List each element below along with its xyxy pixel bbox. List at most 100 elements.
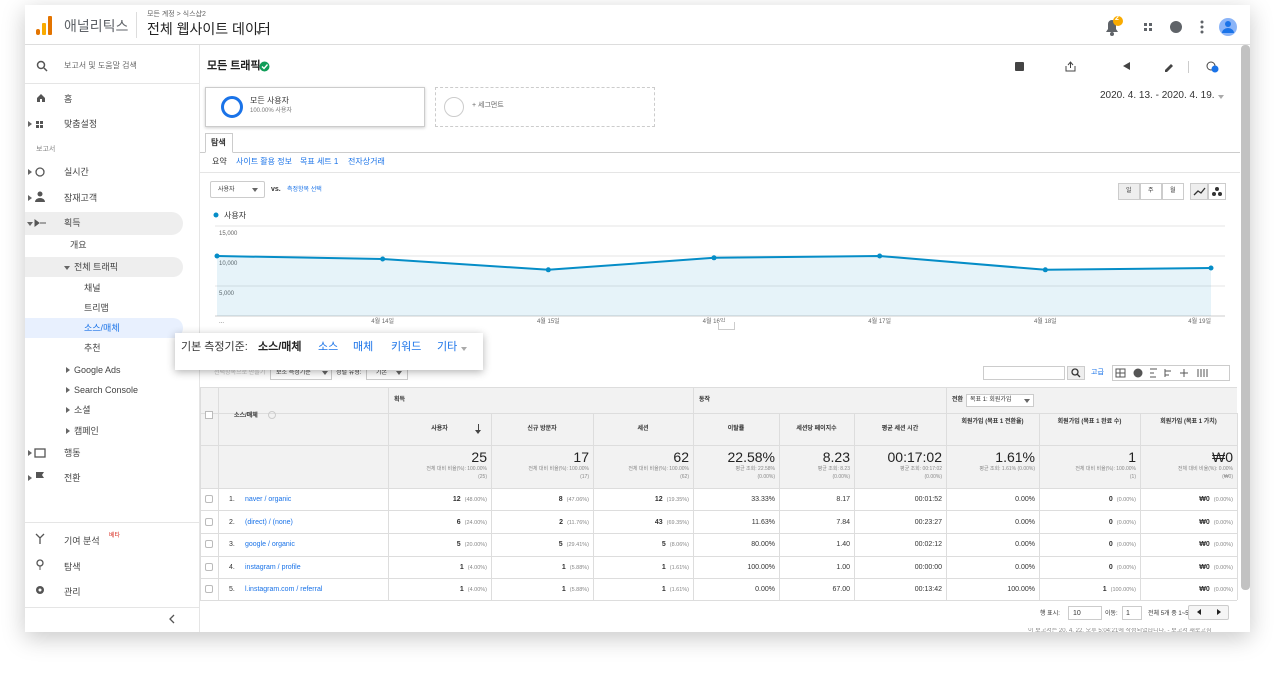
prev-next[interactable] bbox=[1188, 605, 1229, 620]
total-value: 62 bbox=[673, 449, 689, 465]
total-note: 전체 대비 비율(%): 100.00% bbox=[628, 466, 689, 472]
metric-add[interactable]: 측정항목 선택 bbox=[287, 187, 322, 193]
page-input[interactable]: 1 bbox=[1122, 606, 1142, 620]
cell-value: 0.00% bbox=[1015, 563, 1035, 571]
header-checkbox[interactable] bbox=[205, 411, 213, 419]
column-header[interactable]: 세션 bbox=[637, 426, 649, 432]
nav-item[interactable]: 획득 bbox=[64, 218, 81, 228]
period-button[interactable] bbox=[1118, 183, 1140, 200]
create-button[interactable]: 선택항목으로 만들기 bbox=[214, 370, 266, 376]
row-source[interactable]: google / organic bbox=[245, 541, 295, 548]
column-header[interactable]: 이탈률 bbox=[727, 426, 745, 432]
row-checkbox[interactable] bbox=[205, 585, 213, 593]
table-search[interactable] bbox=[983, 366, 1065, 380]
add-segment-ring bbox=[444, 97, 464, 117]
advanced-link[interactable]: 고급 bbox=[1091, 369, 1104, 376]
nav-item[interactable]: 추천 bbox=[84, 343, 101, 353]
metric-select[interactable] bbox=[210, 181, 265, 198]
expand-arrow bbox=[28, 121, 32, 127]
search-button[interactable] bbox=[1067, 366, 1085, 380]
nav-item[interactable]: Search Console bbox=[74, 385, 139, 395]
popup-option[interactable]: 매체 bbox=[353, 341, 374, 353]
nav-item[interactable]: 맞춤설정 bbox=[64, 119, 98, 129]
collapse-arrow bbox=[64, 266, 70, 270]
nav-item[interactable]: 트리맵 bbox=[84, 303, 109, 313]
collapse-sidebar[interactable] bbox=[168, 614, 176, 624]
nav-item[interactable]: 캠페인 bbox=[74, 426, 99, 436]
column-header[interactable]: 평균 세션 시간 bbox=[881, 426, 919, 432]
subtab[interactable]: 전자상거래 bbox=[348, 157, 385, 166]
row-source[interactable]: (direct) / (none) bbox=[245, 518, 293, 526]
subtab[interactable]: 요약 bbox=[212, 157, 227, 166]
add-segment[interactable]: + 세그먼트 bbox=[472, 102, 504, 109]
column-header[interactable]: 소스/매체 bbox=[234, 413, 258, 419]
date-range[interactable]: 2020. 4. 13. - 2020. 4. 19. bbox=[1100, 90, 1215, 101]
period-button[interactable] bbox=[1140, 183, 1162, 200]
nav-item[interactable]: 개요 bbox=[70, 240, 87, 250]
nav-item[interactable]: 탐색 bbox=[64, 562, 81, 572]
chart-handle[interactable] bbox=[718, 322, 735, 330]
header-bar bbox=[25, 5, 1250, 45]
add-segment-card[interactable] bbox=[435, 87, 655, 127]
row-checkbox[interactable] bbox=[205, 517, 213, 526]
cell-value: 80.00% bbox=[751, 541, 775, 548]
nav-item[interactable]: 전체 트래픽 bbox=[74, 262, 118, 272]
view-name[interactable]: 전체 웹사이트 데이터 bbox=[147, 21, 271, 37]
secondary-label: 보조 측정기준 bbox=[276, 370, 311, 376]
table-line bbox=[593, 413, 594, 600]
cell-pct: (4.00%) bbox=[467, 587, 487, 593]
subtab[interactable]: 사이트 활용 정보 bbox=[236, 157, 292, 166]
nav-item[interactable]: 소셜 bbox=[74, 405, 91, 415]
cell-value: 0 bbox=[1108, 541, 1113, 548]
subtab[interactable]: 목표 세트 1 bbox=[300, 157, 339, 166]
nav-item[interactable]: 실시간 bbox=[64, 167, 89, 177]
nav-item-active[interactable]: 소스/매체 bbox=[84, 323, 120, 333]
cell: 6 (24.00%) bbox=[457, 519, 487, 527]
cell: 1 (5.88%) bbox=[562, 586, 589, 594]
goal-select[interactable] bbox=[966, 394, 1034, 407]
cell-value: 11.63% bbox=[751, 518, 775, 526]
nav-item[interactable]: 홈 bbox=[64, 94, 73, 104]
vs-label: vs. bbox=[271, 186, 281, 193]
cell-pct: (0.00%) bbox=[1116, 542, 1136, 548]
popup-option[interactable]: 키워드 bbox=[391, 341, 422, 353]
column-header[interactable]: 회원가입 (목표 1 가치) bbox=[1160, 419, 1217, 425]
column-header[interactable]: 신규 방문자 bbox=[527, 426, 557, 432]
tab[interactable] bbox=[205, 133, 233, 153]
column-header[interactable]: 세션당 페이지수 bbox=[796, 426, 837, 432]
column-header[interactable]: 사용자 bbox=[431, 426, 448, 432]
chart-type-button[interactable] bbox=[1208, 183, 1226, 200]
row-source[interactable]: instagram / profile bbox=[245, 563, 301, 571]
breadcrumb[interactable]: 모든 계정 > 식스샵2 bbox=[147, 11, 206, 18]
cell-value: 0.00% bbox=[1015, 518, 1035, 526]
nav-item[interactable]: 채널 bbox=[84, 283, 101, 293]
search-box[interactable]: 보고서 및 도움말 검색 bbox=[64, 61, 137, 70]
rows-select[interactable]: 10 bbox=[1068, 606, 1102, 620]
nav-item[interactable]: 행동 bbox=[64, 448, 81, 458]
row-source[interactable]: naver / organic bbox=[245, 496, 292, 503]
nav-item[interactable]: 관리 bbox=[64, 587, 81, 597]
nav-item[interactable]: 잠재고객 bbox=[64, 193, 98, 203]
column-header[interactable]: 회원가입 (목표 1 전환율) bbox=[961, 419, 1024, 425]
popup-option[interactable]: 소스 bbox=[318, 341, 339, 353]
cell: 1.00 bbox=[836, 564, 850, 571]
cell: 5 (8.06%) bbox=[662, 541, 689, 549]
select-arrow bbox=[1024, 399, 1030, 403]
period-button[interactable] bbox=[1162, 183, 1184, 200]
row-source[interactable]: l.instagram.com / referral bbox=[245, 586, 323, 593]
row-checkbox[interactable] bbox=[205, 562, 213, 571]
cell: 100.00% bbox=[747, 564, 775, 571]
row-checkbox[interactable] bbox=[205, 540, 213, 548]
column-header[interactable]: 회원가입 (목표 1 완료 수) bbox=[1057, 419, 1122, 425]
nav-item[interactable]: Google Ads bbox=[74, 365, 121, 375]
popup-option[interactable]: 기타 bbox=[437, 341, 458, 353]
nav-item[interactable]: 전환 bbox=[64, 473, 81, 483]
cell-pct: (48.00%) bbox=[464, 497, 487, 503]
total-sub: (0.00%) bbox=[924, 474, 942, 480]
nav-item[interactable]: 기여 분석 bbox=[64, 536, 100, 546]
total-note: 전체 대비 비율(%): 100.00% bbox=[426, 466, 487, 472]
table-line bbox=[946, 387, 947, 600]
row-number: 3. bbox=[229, 541, 235, 548]
cell: 1.40 bbox=[836, 541, 850, 548]
row-checkbox[interactable] bbox=[205, 495, 213, 503]
